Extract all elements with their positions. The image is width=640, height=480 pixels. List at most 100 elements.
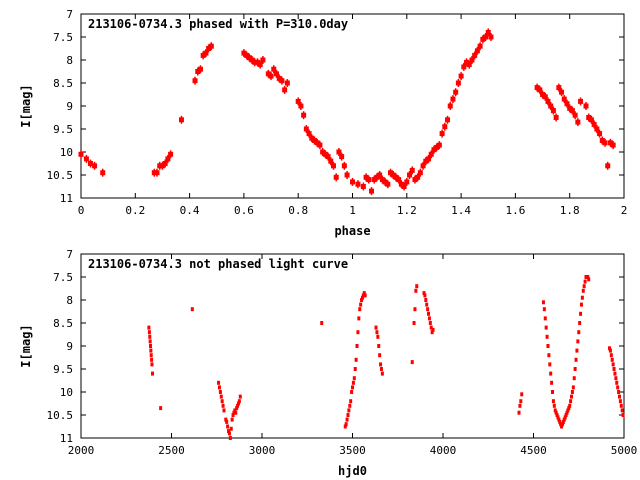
data-point xyxy=(359,302,363,307)
x-tick-label: 5000 xyxy=(611,444,638,457)
x-tick-label: 3500 xyxy=(339,444,366,457)
data-point xyxy=(221,403,225,408)
data-point xyxy=(428,321,432,325)
plot-frame xyxy=(80,13,625,199)
data-point xyxy=(150,357,154,362)
data-point xyxy=(427,316,431,321)
data-point xyxy=(577,330,581,335)
data-point xyxy=(587,277,591,282)
data-point xyxy=(357,316,361,321)
y-tick-label: 8 xyxy=(66,54,73,67)
data-point xyxy=(557,417,561,422)
data-point xyxy=(355,344,359,348)
data-point xyxy=(611,362,615,367)
data-point xyxy=(610,357,614,362)
data-point xyxy=(344,422,348,427)
plot-frame xyxy=(80,253,625,439)
data-point xyxy=(426,307,430,312)
data-point xyxy=(586,275,590,279)
y-axis-label: I[mag] xyxy=(19,84,33,127)
x-tick-label: 0.2 xyxy=(125,204,145,217)
data-point xyxy=(430,330,434,335)
data-point xyxy=(578,321,582,325)
data-point xyxy=(159,406,163,411)
data-point xyxy=(562,417,566,422)
x-tick-label: 2000 xyxy=(68,444,95,457)
x-tick-label: 2 xyxy=(621,204,628,217)
data-point xyxy=(580,295,584,300)
data-point xyxy=(148,339,152,344)
data-point xyxy=(345,417,349,422)
data-point xyxy=(348,403,352,408)
data-point xyxy=(615,380,619,385)
data-point xyxy=(573,367,577,371)
data-point xyxy=(429,325,433,330)
data-point xyxy=(565,410,569,415)
data-point xyxy=(618,399,622,404)
x-tick-label: 1.4 xyxy=(451,204,471,217)
data-point xyxy=(560,424,564,429)
data-point xyxy=(549,371,553,376)
data-point xyxy=(356,330,360,335)
data-point xyxy=(149,348,153,353)
data-point xyxy=(572,376,576,381)
data-point xyxy=(548,362,552,367)
axis-ticks: 0 0.2 0.4 0.6 0.8 1 1.2 1.4 1.6 1.8 2 7 7.5 8 8.5 9 9.5 1… xyxy=(47,8,628,217)
data-point xyxy=(584,275,588,279)
data-point xyxy=(147,330,151,335)
data-point xyxy=(233,408,237,413)
chart-title: 213106-0734.3 phased with P=310.0day xyxy=(88,17,348,31)
data-point xyxy=(608,346,612,351)
y-tick-label: 10 xyxy=(60,386,73,399)
data-point xyxy=(619,403,623,408)
y-tick-label: 8.5 xyxy=(53,317,73,330)
data-point xyxy=(190,307,194,312)
y-tick-label: 8.5 xyxy=(53,77,73,90)
data-point xyxy=(560,422,564,427)
data-point xyxy=(556,415,560,420)
data-point xyxy=(581,288,585,293)
x-tick-label: 0.4 xyxy=(180,204,200,217)
data-point xyxy=(225,419,229,424)
x-tick-label: 2500 xyxy=(158,444,185,457)
data-point xyxy=(564,413,568,417)
x-tick-label: 3000 xyxy=(249,444,276,457)
data-point xyxy=(608,348,612,353)
data-point xyxy=(230,417,234,422)
data-point xyxy=(351,385,354,390)
data-point xyxy=(360,295,364,300)
data-point xyxy=(148,334,152,339)
data-point xyxy=(413,307,417,312)
data-point xyxy=(149,344,153,348)
y-tick-label: 9 xyxy=(66,340,73,353)
data-point xyxy=(579,302,583,307)
y-tick-label: 9.5 xyxy=(53,363,73,376)
data-point xyxy=(354,357,358,362)
data-point xyxy=(547,353,551,358)
data-point xyxy=(363,293,367,298)
data-point xyxy=(570,394,574,399)
data-point xyxy=(376,334,380,339)
chart-title: 213106-0734.3 not phased light curve xyxy=(88,257,348,271)
data-point xyxy=(617,394,621,399)
data-point xyxy=(545,334,549,339)
data-point xyxy=(229,426,233,431)
data-point xyxy=(609,353,613,358)
data-point xyxy=(517,410,521,415)
data-point xyxy=(353,367,357,371)
data-point xyxy=(422,291,426,296)
data-point xyxy=(236,403,240,408)
data-point xyxy=(427,311,431,316)
data-point xyxy=(219,394,223,399)
axis-ticks: 2000 2500 3000 3500 4000 4500 5000 7 7.5 8 8.5 9 9.5… xyxy=(47,248,638,457)
data-point xyxy=(541,300,545,305)
data-point xyxy=(351,380,355,385)
data-point xyxy=(431,327,435,332)
data-point xyxy=(423,293,427,298)
y-axis-label: I[mag] xyxy=(19,324,33,367)
y-tick-label: 10 xyxy=(60,146,73,159)
y-tick-label: 7 xyxy=(66,248,73,261)
data-point xyxy=(520,392,524,397)
data-point xyxy=(379,367,383,371)
